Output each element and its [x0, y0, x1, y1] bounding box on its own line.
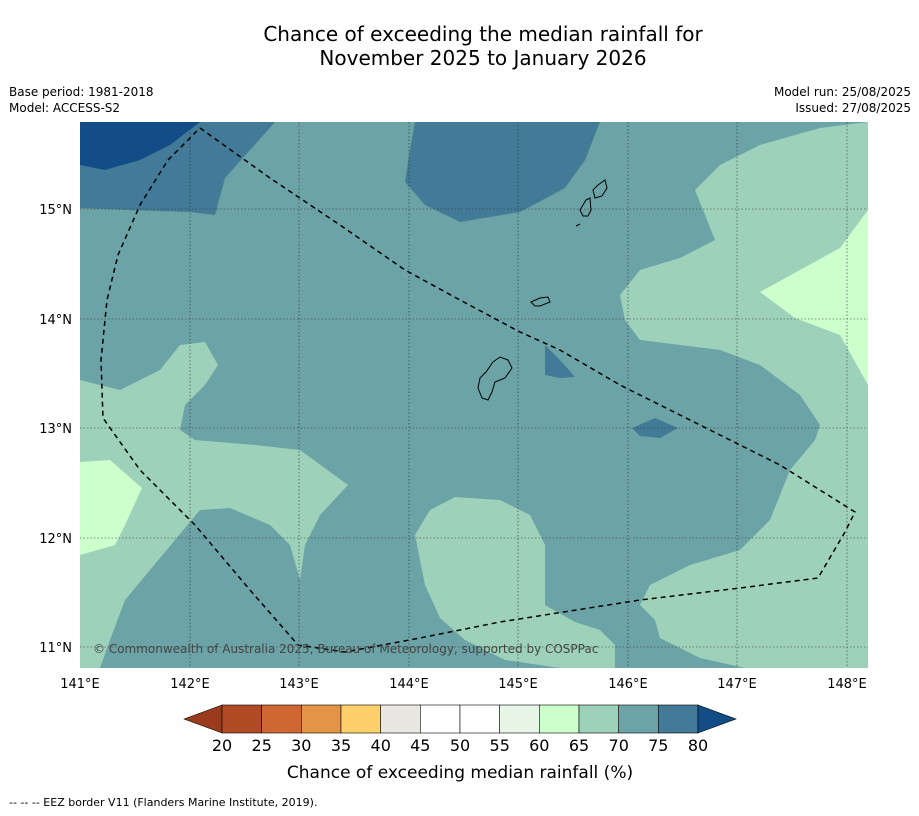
contour-75-80-north: [405, 122, 600, 222]
islands: [477, 179, 608, 401]
contour-80-nw: [80, 122, 200, 170]
lon-tick: 143°E: [279, 677, 319, 692]
model-name: Model: ACCESS-S2: [9, 101, 121, 115]
lat-tick-labels: 15°N 14°N 13°N 12°N 11°N: [39, 203, 72, 656]
issued-date: Issued: 27/08/2025: [795, 101, 911, 115]
colorbar-label: 65: [569, 736, 589, 755]
meta-right: Model run: 25/08/2025 Issued: 27/08/2025: [774, 84, 911, 116]
lon-tick: 144°E: [389, 677, 429, 692]
lat-tick: 14°N: [39, 313, 72, 328]
lon-tick: 147°E: [717, 677, 757, 692]
contour-60-65-east: [760, 210, 868, 385]
contour-60-65-west: [80, 460, 142, 555]
eez-border: [100, 127, 856, 653]
colorbar: 20 25 30 35 40 45 50 55 60 65 70 75 80 C…: [183, 704, 737, 783]
colorbar-bin: [340, 704, 382, 734]
aguijan-island: [575, 223, 581, 227]
colorbar-label: 20: [212, 736, 232, 755]
lat-tick: 11°N: [39, 641, 72, 656]
title-line-2: November 2025 to January 2026: [319, 46, 647, 70]
colorbar-label: 50: [450, 736, 470, 755]
lat-tick: 13°N: [39, 422, 72, 437]
colorbar-label: 35: [331, 736, 351, 755]
colorbar-bin: [261, 704, 302, 734]
lat-tick: 15°N: [39, 203, 72, 218]
colorbar-bin: [419, 704, 461, 734]
colorbar-bin: [221, 704, 263, 734]
eez-footnote: -- -- -- EEZ border V11 (Flanders Marine…: [9, 796, 318, 809]
colorbar-label: 60: [529, 736, 549, 755]
tinian-island: [579, 197, 592, 217]
colorbar-bin: [657, 704, 699, 734]
colorbar-label: 80: [688, 736, 708, 755]
title-line-1: Chance of exceeding the median rainfall …: [263, 22, 703, 46]
colorbar-label: 25: [252, 736, 272, 755]
contour-65-70-south: [415, 497, 615, 668]
contour-75-80-patch-1: [545, 345, 575, 378]
colorbar-label: 55: [490, 736, 510, 755]
lon-tick: 141°E: [60, 677, 100, 692]
contour-65-70-east: [620, 122, 868, 668]
lat-tick: 12°N: [39, 532, 72, 547]
lon-tick: 145°E: [498, 677, 538, 692]
contour-outlines: [80, 122, 601, 223]
lon-tick: 142°E: [170, 677, 210, 692]
lon-tick-labels: 141°E 142°E 143°E 144°E 145°E 146°E 147°…: [60, 677, 867, 692]
lon-tick: 146°E: [608, 677, 648, 692]
model-run: Model run: 25/08/2025: [773, 85, 911, 99]
colorbar-labels: 20 25 30 35 40 45 50 55 60 65 70 75 80: [212, 736, 708, 755]
map-title: Chance of exceeding the median rainfall …: [0, 22, 919, 70]
colorbar-bin: [578, 704, 620, 734]
colorbar-extend-low: [183, 704, 223, 734]
colorbar-label: 45: [410, 736, 430, 755]
lon-tick: 148°E: [827, 677, 867, 692]
colorbar-bin: [459, 704, 501, 734]
colorbar-label: 30: [291, 736, 311, 755]
copyright-text: © Commonwealth of Australia 2025, Bureau…: [93, 642, 598, 656]
guam-island: [477, 356, 513, 401]
rainfall-contours: [80, 122, 868, 668]
base-period: Base period: 1981-2018: [9, 85, 154, 99]
contour-65-70-west: [80, 342, 348, 668]
colorbar-label: 70: [609, 736, 629, 755]
colorbar-bin: [538, 704, 580, 734]
rota-island: [530, 296, 551, 307]
colorbar-label: 75: [648, 736, 668, 755]
colorbar-title: Chance of exceeding median rainfall (%): [287, 763, 633, 783]
colorbar-bin: [380, 704, 421, 734]
colorbar-bin: [499, 704, 540, 734]
colorbar-bin: [618, 704, 659, 734]
saipan-island: [592, 179, 608, 199]
colorbar-extend-high: [697, 704, 737, 734]
meta-left: Base period: 1981-2018 Model: ACCESS-S2: [9, 84, 154, 116]
colorbar-label: 40: [371, 736, 391, 755]
graticule: [80, 122, 868, 668]
colorbar-bin: [300, 704, 342, 734]
